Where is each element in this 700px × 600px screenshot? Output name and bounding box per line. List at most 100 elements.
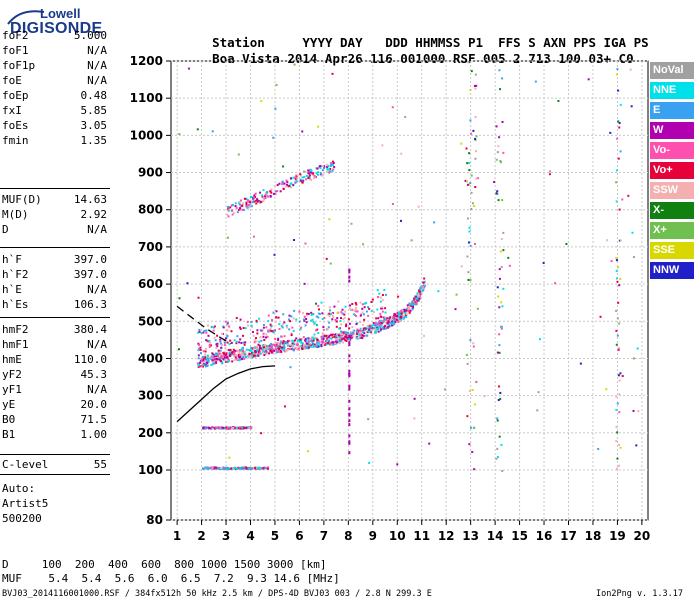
trace-echo	[363, 320, 366, 323]
trace-echo	[220, 466, 223, 469]
trace-echo	[317, 340, 320, 343]
noise-echo	[615, 257, 618, 260]
trace-echo	[338, 336, 341, 339]
trace-echo	[298, 320, 301, 323]
noise-echo	[348, 399, 351, 403]
trace-echo	[288, 340, 291, 343]
noise-echo	[618, 322, 621, 325]
trace-echo	[240, 467, 243, 470]
y-tick-label: 600	[138, 277, 163, 291]
trace-echo	[405, 315, 408, 318]
trace-echo	[348, 307, 351, 310]
param-value: 2.92	[80, 208, 108, 221]
noise-echo	[186, 282, 189, 285]
trace-echo	[304, 346, 307, 349]
trace-echo	[211, 467, 214, 470]
trace-echo	[271, 344, 274, 347]
trace-echo	[262, 349, 265, 352]
trace-echo	[208, 345, 211, 348]
trace-echo	[378, 319, 381, 322]
trace-echo	[387, 325, 390, 328]
trace-echo	[283, 348, 286, 351]
trace-echo	[359, 335, 362, 338]
trace-echo	[323, 317, 326, 320]
noise-echo	[496, 419, 499, 422]
trace-echo	[312, 313, 315, 316]
trace-echo	[302, 179, 305, 182]
trace-echo	[260, 339, 263, 342]
trace-echo	[267, 330, 270, 333]
trace-echo	[226, 353, 229, 356]
noise-echo	[498, 435, 501, 438]
param-value: 380.4	[73, 323, 107, 336]
trace-echo	[198, 328, 201, 331]
trace-echo	[289, 182, 292, 185]
legend-item: NNW	[650, 262, 694, 279]
trace-echo	[267, 329, 270, 332]
trace-echo	[359, 320, 362, 323]
autoscale-text: Artist5	[2, 497, 49, 510]
trace-echo	[242, 341, 245, 344]
trace-echo	[418, 295, 421, 298]
x-tick-label: 4	[246, 529, 254, 543]
noise-echo	[615, 73, 618, 76]
noise-echo	[635, 444, 638, 447]
trace-echo	[258, 340, 261, 343]
x-tick-label: 20	[634, 529, 651, 543]
x-tick-label: 19	[609, 529, 626, 543]
trace-echo	[246, 320, 249, 323]
trace-echo	[328, 306, 331, 309]
trace-echo	[202, 350, 205, 353]
footer-distance-row: D 100 200 400 600 800 1000 1500 3000 [km…	[2, 558, 327, 571]
trace-echo	[399, 318, 402, 321]
param-value: N/A	[87, 59, 107, 72]
trace-echo	[328, 313, 331, 316]
trace-echo	[216, 353, 219, 356]
trace-echo	[419, 291, 422, 294]
logo-text-digisonde: DIGISONDE	[10, 20, 103, 37]
noise-echo	[348, 354, 351, 358]
trace-echo	[241, 353, 244, 356]
trace-echo	[264, 344, 267, 347]
trace-echo	[211, 352, 214, 355]
param-label: fxI	[2, 104, 22, 117]
trace-echo	[202, 426, 205, 429]
trace-echo	[381, 299, 384, 302]
noise-echo	[637, 410, 640, 413]
param-label: foF1p	[2, 59, 36, 72]
trace-echo	[290, 334, 293, 337]
trace-echo	[224, 320, 227, 323]
noise-echo	[475, 380, 478, 383]
trace-echo	[305, 314, 308, 317]
trace-echo	[237, 353, 240, 356]
trace-echo	[269, 345, 272, 348]
trace-echo	[245, 466, 248, 469]
noise-echo	[619, 446, 622, 449]
trace-echo	[406, 304, 409, 307]
trace-echo	[326, 163, 329, 166]
noise-echo	[417, 205, 420, 208]
trace-echo	[259, 349, 262, 352]
trace-echo	[239, 207, 242, 210]
trace-echo	[277, 337, 280, 340]
trace-echo	[198, 347, 201, 350]
trace-echo	[349, 304, 352, 307]
trace-echo	[214, 339, 217, 342]
trace-echo	[353, 309, 356, 312]
trace-echo	[346, 336, 349, 339]
trace-echo	[281, 183, 284, 186]
trace-echo	[242, 334, 245, 337]
trace-echo	[264, 346, 267, 349]
noise-echo	[465, 147, 468, 150]
noise-echo	[501, 77, 504, 80]
trace-echo	[265, 351, 268, 354]
trace-echo	[312, 339, 315, 342]
trace-echo	[361, 311, 364, 314]
trace-echo	[350, 334, 353, 337]
trace-echo	[213, 355, 216, 358]
noise-echo	[557, 100, 560, 103]
trace-echo	[268, 344, 271, 347]
trace-echo	[321, 312, 324, 315]
trace-echo	[216, 426, 219, 429]
